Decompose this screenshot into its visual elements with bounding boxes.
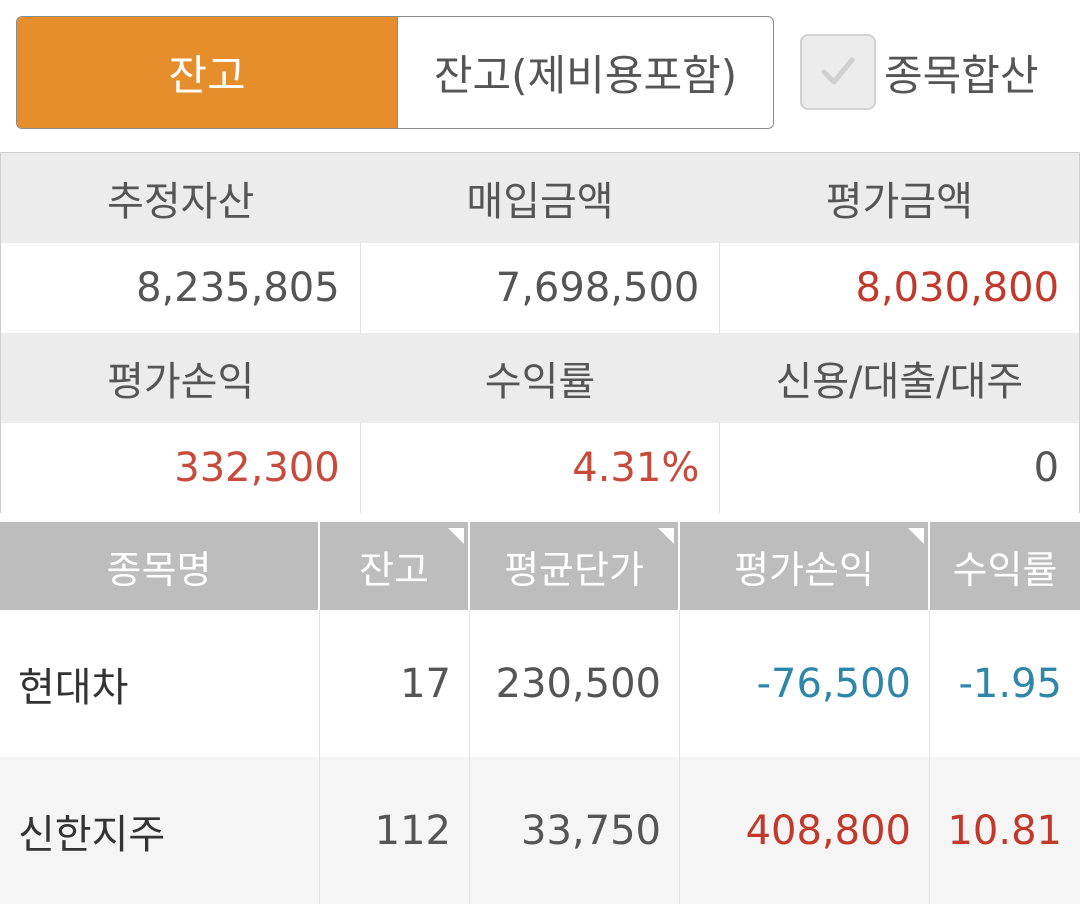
summary-value-row: 8,235,805 7,698,500 8,030,800 [1,243,1079,333]
credit-loan-value: 0 [1033,445,1060,491]
summary-header-row: 추정자산 매입금액 평가금액 [1,153,1079,243]
column-header-pnl[interactable]: 평가손익 [680,522,930,610]
balance-tab-group: 잔고 잔고(제비용포함) [16,16,774,129]
sort-indicator-icon [908,528,924,544]
column-header-pnl-label: 평가손익 [734,547,874,592]
credit-loan-label: 신용/대출/대주 [775,359,1024,405]
stock-name: 신한지주 [0,757,320,904]
column-header-stock-name[interactable]: 종목명 [0,522,320,610]
valuation-amount-label: 평가금액 [825,179,973,225]
stock-pnl: -76,500 [680,610,930,757]
stock-return-rate: -1.95 [958,660,1063,707]
purchase-amount-label: 매입금액 [466,179,614,225]
stock-pnl: 408,800 [680,757,930,904]
valuation-pnl-label: 평가손익 [107,359,255,405]
table-row[interactable]: 현대차 17 230,500 -76,500 -1.95 [0,610,1080,757]
sort-indicator-icon [448,528,464,544]
column-header-avg-price[interactable]: 평균단가 [470,522,680,610]
return-rate-label: 수익률 [484,359,596,405]
purchase-amount-value: 7,698,500 [361,243,721,333]
merge-stocks-checkbox[interactable]: 종목합산 [800,34,1039,110]
stock-avg-price: 33,750 [470,757,680,904]
valuation-amount-value: 8,030,800 [855,265,1060,311]
summary-value-row: 332,300 4.31% 0 [1,423,1079,513]
table-row[interactable]: 신한지주 112 33,750 408,800 10.81 [0,757,1080,904]
tab-balance[interactable]: 잔고 [17,17,397,128]
checkbox-box[interactable] [800,34,876,110]
check-icon [821,57,855,85]
summary-header-row: 평가손익 수익률 신용/대출/대주 [1,333,1079,423]
sort-indicator-icon [658,528,674,544]
return-rate-value: 4.31% [361,423,721,513]
stock-return-rate: 10.81 [947,807,1062,854]
column-header-return-rate[interactable]: 수익률 [952,547,1058,592]
column-header-avg-price-label: 평균단가 [504,547,644,592]
estimated-assets-value: 8,235,805 [1,243,361,333]
holdings-header: 종목명 잔고 평균단가 평가손익 수익률 [0,522,1080,610]
account-summary: 추정자산 매입금액 평가금액 8,235,805 7,698,500 8,030… [0,152,1080,513]
tab-balance-with-fees[interactable]: 잔고(제비용포함) [397,17,773,128]
valuation-pnl-value: 332,300 [1,423,361,513]
column-header-quantity-label: 잔고 [359,547,429,592]
column-header-quantity[interactable]: 잔고 [320,522,470,610]
stock-avg-price: 230,500 [470,610,680,757]
merge-stocks-label: 종목합산 [884,50,1039,100]
stock-quantity: 112 [320,757,470,904]
holdings-table: 종목명 잔고 평균단가 평가손익 수익률 현대차 17 230,500 -76,… [0,522,1080,904]
estimated-assets-label: 추정자산 [107,179,255,225]
stock-name: 현대차 [0,610,320,757]
stock-quantity: 17 [320,610,470,757]
